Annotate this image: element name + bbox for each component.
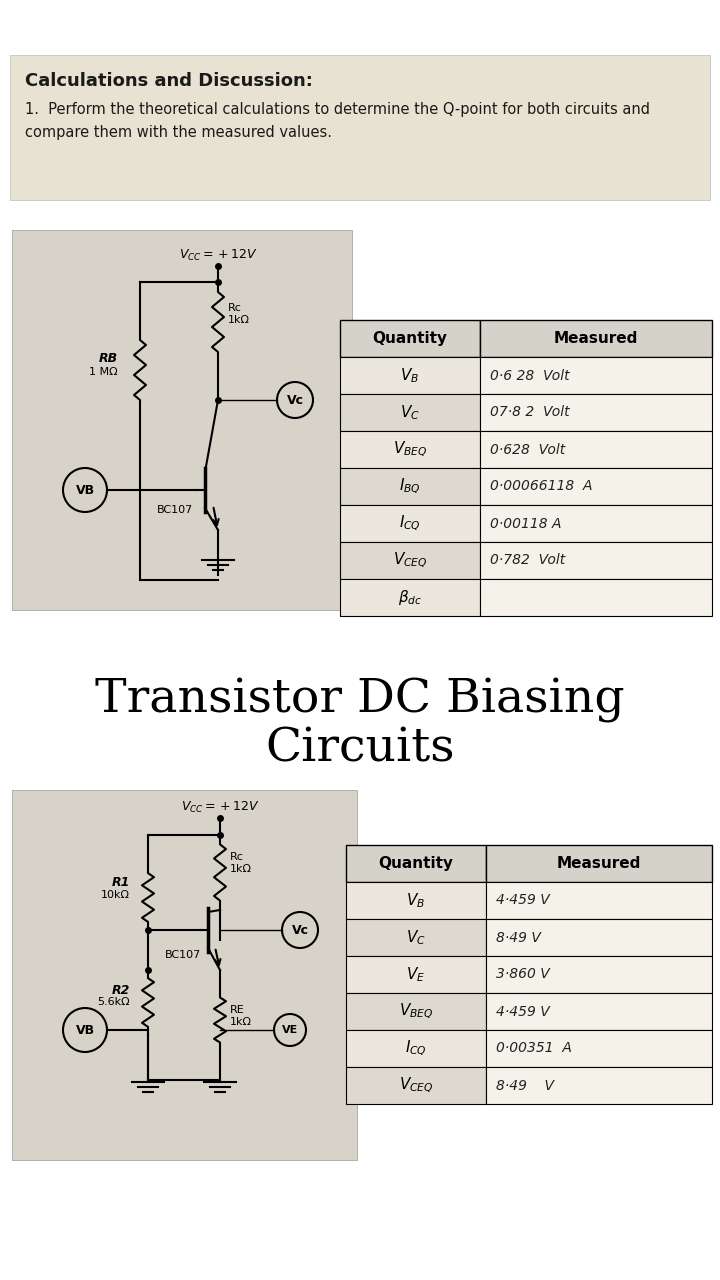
Text: 0·00351  A: 0·00351 A — [496, 1042, 572, 1056]
Text: 0·00066118  A: 0·00066118 A — [490, 480, 593, 494]
Text: R2: R2 — [112, 983, 130, 997]
Text: 1 MΩ: 1 MΩ — [89, 367, 118, 378]
Bar — [340, 579, 480, 616]
Text: $V_B$: $V_B$ — [400, 366, 420, 385]
Bar — [12, 230, 352, 611]
Bar — [340, 431, 480, 468]
Bar — [346, 1068, 486, 1103]
Bar — [346, 993, 486, 1030]
Text: $V_{CC}=+12V$: $V_{CC}=+12V$ — [181, 800, 259, 815]
Text: $V_B$: $V_B$ — [407, 891, 426, 910]
Bar — [480, 506, 712, 541]
Bar — [340, 506, 480, 541]
Text: $V_{CEQ}$: $V_{CEQ}$ — [399, 1076, 433, 1096]
Text: VB: VB — [76, 484, 94, 497]
Text: Vc: Vc — [292, 923, 308, 937]
Bar — [480, 579, 712, 616]
Bar — [480, 468, 712, 506]
Bar — [480, 431, 712, 468]
Text: $V_{BEQ}$: $V_{BEQ}$ — [399, 1002, 433, 1021]
Bar — [486, 845, 712, 882]
Text: $I_{BQ}$: $I_{BQ}$ — [399, 477, 421, 497]
Text: 8·49    V: 8·49 V — [496, 1079, 554, 1093]
Text: 0·782  Volt: 0·782 Volt — [490, 553, 565, 567]
Text: RB: RB — [99, 352, 118, 365]
Text: VE: VE — [282, 1025, 298, 1036]
Bar — [340, 394, 480, 431]
Bar — [480, 320, 712, 357]
Text: Rc: Rc — [228, 303, 242, 314]
Bar — [340, 468, 480, 506]
Bar — [346, 882, 486, 919]
Bar — [480, 357, 712, 394]
Bar — [486, 956, 712, 993]
Bar — [346, 845, 486, 882]
Text: Circuits: Circuits — [265, 726, 455, 772]
Text: 8·49 V: 8·49 V — [496, 931, 541, 945]
Bar — [340, 541, 480, 579]
Text: Calculations and Discussion:: Calculations and Discussion: — [25, 72, 313, 90]
Text: 0·00118 A: 0·00118 A — [490, 517, 562, 530]
Text: 1kΩ: 1kΩ — [230, 1018, 252, 1027]
Text: Quantity: Quantity — [379, 856, 454, 870]
Text: 1kΩ: 1kΩ — [230, 864, 252, 874]
Text: Vc: Vc — [287, 393, 304, 407]
Text: 0·6 28  Volt: 0·6 28 Volt — [490, 369, 570, 383]
Text: VB: VB — [76, 1024, 94, 1037]
Bar — [480, 541, 712, 579]
Text: 1kΩ: 1kΩ — [228, 315, 250, 325]
Text: 0·628  Volt: 0·628 Volt — [490, 443, 565, 457]
Text: Rc: Rc — [230, 852, 244, 861]
Text: 4·459 V: 4·459 V — [496, 893, 550, 908]
Bar — [346, 919, 486, 956]
Text: $V_C$: $V_C$ — [406, 928, 426, 947]
Text: 3·860 V: 3·860 V — [496, 968, 550, 982]
Bar — [486, 993, 712, 1030]
Bar — [340, 320, 480, 357]
Bar — [12, 790, 357, 1160]
Text: $V_C$: $V_C$ — [400, 403, 420, 422]
Text: BC107: BC107 — [157, 506, 193, 515]
Text: 10kΩ: 10kΩ — [101, 890, 130, 900]
Text: R1: R1 — [112, 877, 130, 890]
Text: Measured: Measured — [557, 856, 642, 870]
Text: $V_{BEQ}$: $V_{BEQ}$ — [393, 440, 427, 460]
Bar — [486, 919, 712, 956]
Text: BC107: BC107 — [165, 950, 201, 960]
Bar — [486, 882, 712, 919]
Text: RE: RE — [230, 1005, 245, 1015]
Text: $\beta_{dc}$: $\beta_{dc}$ — [398, 588, 422, 607]
Bar — [346, 1030, 486, 1068]
Bar — [480, 394, 712, 431]
Text: 5.6kΩ: 5.6kΩ — [97, 997, 130, 1007]
Text: Transistor DC Biasing: Transistor DC Biasing — [95, 678, 625, 723]
Text: $V_E$: $V_E$ — [407, 965, 426, 984]
Text: 4·459 V: 4·459 V — [496, 1005, 550, 1019]
Text: $V_{CEQ}$: $V_{CEQ}$ — [392, 550, 427, 570]
Text: 1.  Perform the theoretical calculations to determine the Q-point for both circu: 1. Perform the theoretical calculations … — [25, 102, 650, 141]
Text: $V_{CC}=+12V$: $V_{CC}=+12V$ — [179, 248, 258, 264]
Text: Measured: Measured — [554, 332, 638, 346]
Bar — [10, 55, 710, 200]
Text: $I_{CQ}$: $I_{CQ}$ — [399, 513, 421, 534]
Text: Quantity: Quantity — [372, 332, 448, 346]
Text: $I_{CQ}$: $I_{CQ}$ — [405, 1039, 427, 1059]
Bar — [340, 357, 480, 394]
Text: 07·8 2  Volt: 07·8 2 Volt — [490, 406, 570, 420]
Bar — [346, 956, 486, 993]
Bar — [486, 1068, 712, 1103]
Bar — [486, 1030, 712, 1068]
